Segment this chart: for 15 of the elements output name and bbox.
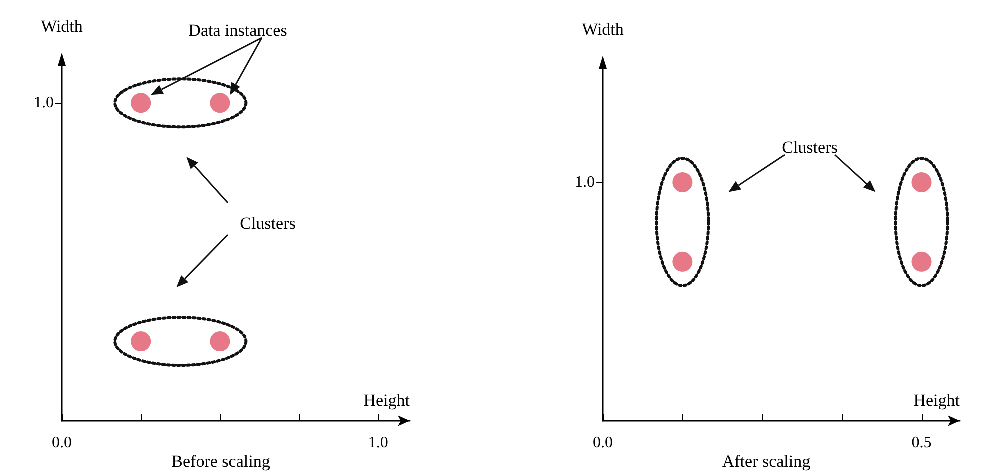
text: Clusters [782,138,838,157]
text: Before scaling [172,452,271,471]
y-axis-title: Width [582,20,624,39]
text: 1.0 [575,174,595,191]
x-tick-label: 0.0 [593,434,613,452]
x-axis-title: Height [364,391,410,410]
text: Data instances [188,21,288,40]
x-axis-title: Height [914,391,960,410]
x-tick-label: 1.0 [368,434,388,452]
text: 1.0 [34,94,54,112]
annotation: Clusters [240,214,296,233]
x-tick-label: 0.5 [912,434,932,452]
x-tick-label: 0.0 [52,434,72,452]
y-axis-title: Width [41,17,84,36]
text: After scaling [722,452,812,471]
